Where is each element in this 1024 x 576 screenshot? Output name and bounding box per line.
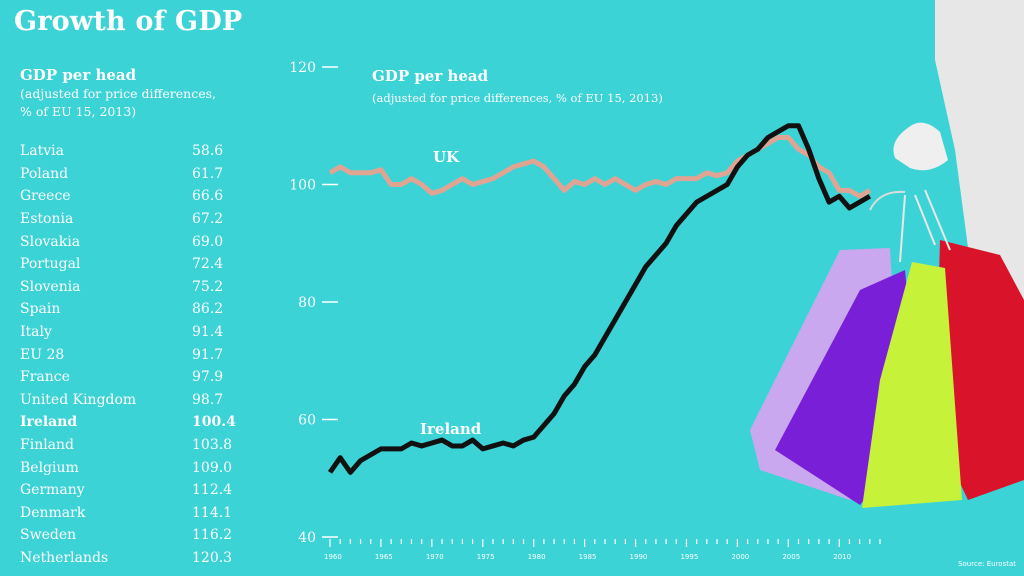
row-value: 109.0 [192, 459, 233, 476]
y-tick-label: 100 [289, 178, 316, 194]
series-line-uk [328, 135, 872, 199]
y-tick-label: 120 [289, 60, 316, 76]
page-title: Growth of GDP [14, 6, 243, 37]
row-country: Netherlands [20, 549, 109, 566]
x-tick-label: 2005 [782, 553, 800, 561]
row-value: 86.2 [192, 301, 224, 318]
row-value: 69.0 [192, 233, 224, 250]
table-heading: GDP per head [20, 66, 137, 84]
row-value: 116.2 [192, 527, 233, 544]
chart-subtitle: (adjusted for price differences, % of EU… [372, 91, 663, 105]
row-country: Portugal [20, 256, 81, 273]
row-value: 58.6 [192, 143, 224, 160]
row-country: Belgium [20, 459, 79, 476]
gdp-table: Latvia 58.6 Poland 61.7 Greece 66.6 Estonia 67.… [20, 140, 240, 569]
coat-sleeve [935, 0, 1024, 330]
row-country: France [20, 369, 70, 386]
x-tick-label: 1995 [680, 553, 698, 561]
x-tick-label: 1985 [579, 553, 597, 561]
row-country: EU 28 [20, 346, 65, 363]
row-country: Slovenia [20, 278, 81, 295]
row-country: Latvia [20, 143, 65, 160]
row-value: 61.7 [192, 165, 224, 182]
table-row: Netherlands 120.3 [20, 547, 240, 570]
y-axis: 40 60 80 100 120 [289, 60, 338, 546]
x-tick-label: 2010 [833, 553, 851, 561]
row-value: 98.7 [192, 391, 224, 408]
row-country: Slovakia [20, 233, 81, 250]
x-axis: 1960 1965 1970 1975 1980 1985 1990 1995 2000 2005… [324, 539, 881, 561]
table-row: Ireland 100.4 [20, 411, 240, 434]
row-value: 112.4 [192, 482, 233, 499]
row-country: Denmark [20, 504, 86, 521]
row-value: 91.4 [192, 324, 224, 341]
series-line-ireland [327, 123, 872, 475]
row-value: 91.7 [192, 346, 224, 363]
row-value: 120.3 [192, 549, 233, 566]
table-row: Slovakia 69.0 [20, 230, 240, 253]
table-row: Italy 91.4 [20, 321, 240, 344]
table-row: Portugal 72.4 [20, 253, 240, 276]
table-row: Poland 61.7 [20, 163, 240, 186]
x-tick-label: 1990 [630, 553, 648, 561]
x-tick-label: 1970 [426, 553, 444, 561]
table-row: France 97.9 [20, 366, 240, 389]
y-tick-label: 80 [298, 295, 316, 311]
table-subheading-2: % of EU 15, 2013) [20, 104, 137, 119]
table-row: Estonia 67.2 [20, 208, 240, 231]
row-value: 97.9 [192, 369, 224, 386]
chart-title: GDP per head [372, 67, 489, 85]
row-country: United Kingdom [20, 391, 137, 408]
row-country: Sweden [20, 527, 77, 544]
table-row: Spain 86.2 [20, 298, 240, 321]
row-value: 75.2 [192, 278, 224, 295]
x-tick-label: 1965 [375, 553, 393, 561]
x-tick-label: 1980 [528, 553, 546, 561]
annotation-ireland: Ireland [420, 420, 482, 438]
table-row: EU 28 91.7 [20, 343, 240, 366]
table-row: Germany 112.4 [20, 479, 240, 502]
x-tick-label: 1975 [477, 553, 495, 561]
row-value: 72.4 [192, 256, 224, 273]
green-bag [862, 262, 962, 508]
x-tick-label: 1960 [324, 553, 342, 561]
bag-handle [869, 190, 906, 211]
table-row: Greece 66.6 [20, 185, 240, 208]
row-country: Estonia [20, 211, 74, 228]
row-value: 100.4 [192, 414, 236, 431]
table-subheading-1: (adjusted for price differences, [20, 86, 217, 101]
bag-strings [899, 189, 951, 263]
table-row: United Kingdom 98.7 [20, 389, 240, 412]
table-row: Belgium 109.0 [20, 456, 240, 479]
row-country: Poland [20, 165, 69, 182]
annotation-uk: UK [433, 148, 460, 166]
shopping-bags-illustration [750, 0, 1024, 508]
row-country: Ireland [20, 414, 78, 431]
table-row: Finland 103.8 [20, 434, 240, 457]
y-tick-label: 40 [298, 530, 316, 546]
red-bag [935, 240, 1024, 500]
table-row: Denmark 114.1 [20, 502, 240, 525]
row-country: Spain [20, 301, 61, 318]
table-row: Slovenia 75.2 [20, 276, 240, 299]
row-value: 67.2 [192, 211, 224, 228]
row-value: 114.1 [192, 504, 233, 521]
row-country: Finland [20, 437, 75, 454]
row-value: 66.6 [192, 188, 224, 205]
table-header: GDP per head (adjusted for price differe… [20, 66, 260, 120]
table-row: Sweden 116.2 [20, 524, 240, 547]
row-country: Italy [20, 324, 52, 341]
row-value: 103.8 [192, 437, 233, 454]
y-tick-label: 60 [298, 413, 316, 429]
row-country: Germany [20, 482, 85, 499]
table-row: Latvia 58.6 [20, 140, 240, 163]
hand-shape [893, 122, 948, 171]
source-note: Source: Eurostat [958, 560, 1016, 568]
row-country: Greece [20, 188, 71, 205]
x-tick-label: 2000 [731, 553, 749, 561]
